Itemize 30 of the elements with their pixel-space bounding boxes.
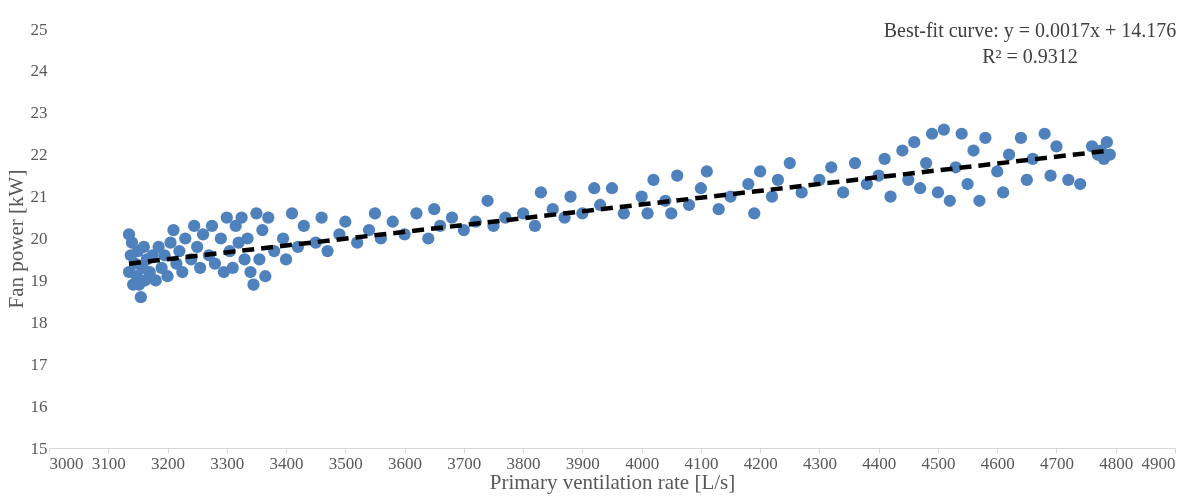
x-tick-label: 4300	[802, 453, 837, 473]
x-tick-label: 4600	[980, 453, 1015, 473]
y-tick-label: 16	[30, 396, 48, 416]
x-tick-label: 4500	[921, 453, 956, 473]
x-tick-label: 3500	[328, 453, 363, 473]
annotation: Best-fit curve: y = 0.0017x + 14.176	[883, 19, 1177, 42]
x-tick-label: 3100	[91, 453, 126, 473]
x-tick-label: 4900	[1141, 453, 1176, 473]
y-tick-label: 24	[30, 61, 48, 81]
x-tick-label: 3300	[210, 453, 245, 473]
x-tick-label: 3600	[388, 453, 423, 473]
x-tick-label: 3000	[49, 453, 84, 473]
y-tick-label: 23	[30, 103, 48, 123]
x-tick-label: 4200	[743, 453, 778, 473]
annotation: R² = 0.9312	[982, 45, 1078, 67]
x-tick-label: 4400	[862, 453, 897, 473]
x-tick-label: 3700	[447, 453, 482, 473]
y-tick-label: 20	[30, 229, 48, 248]
y-tick-label: 25	[30, 19, 48, 39]
y-tick-label: 22	[30, 145, 48, 165]
y-axis-title: Fan power [kW]	[3, 169, 28, 309]
x-tick-label: 3400	[269, 453, 304, 473]
y-tick-label: 15	[30, 438, 48, 458]
y-tick-label: 17	[30, 354, 48, 374]
y-tick-label: 18	[30, 312, 48, 332]
x-tick-label: 4700	[1039, 453, 1074, 473]
x-tick-label: 3200	[151, 453, 186, 473]
y-tick-label: 21	[30, 187, 48, 207]
x-tick-label: 4800	[1099, 453, 1134, 473]
y-tick-label: 19	[30, 270, 48, 290]
